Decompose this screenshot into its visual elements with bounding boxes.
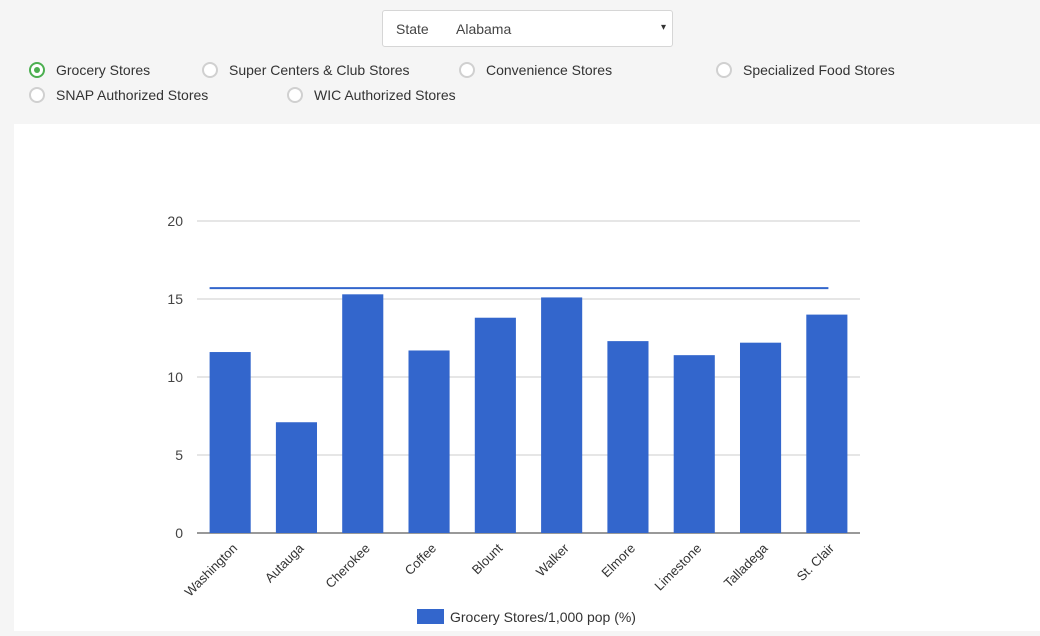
bar-chart: 0 5 10 15 20 Washington Autauga Cherokee Coffee… xyxy=(167,213,860,625)
bar[interactable] xyxy=(474,317,516,533)
x-tick-label: Washington xyxy=(181,541,240,600)
bar[interactable] xyxy=(806,314,848,533)
bar[interactable] xyxy=(739,342,782,533)
radio-label: Super Centers & Club Stores xyxy=(229,62,410,78)
radio-circle-icon xyxy=(29,62,45,78)
radio-wic-authorized-stores[interactable]: WIC Authorized Stores xyxy=(287,87,456,103)
radio-snap-authorized-stores[interactable]: SNAP Authorized Stores xyxy=(29,87,208,103)
chart-panel: 0 5 10 15 20 Washington Autauga Cherokee Coffee… xyxy=(14,124,1040,631)
radio-label: Specialized Food Stores xyxy=(743,62,895,78)
x-tick-label: St. Clair xyxy=(794,540,838,584)
radio-specialized-food-stores[interactable]: Specialized Food Stores xyxy=(716,62,895,78)
x-tick-label: Limestone xyxy=(651,541,704,594)
radio-label: Grocery Stores xyxy=(56,62,151,78)
bar[interactable] xyxy=(342,294,384,533)
y-tick-label: 0 xyxy=(175,525,183,541)
y-tick-label: 5 xyxy=(175,447,183,463)
state-select[interactable]: State Alabama ▾ xyxy=(382,10,673,47)
bar[interactable] xyxy=(607,341,649,533)
radio-label: WIC Authorized Stores xyxy=(314,87,456,103)
bar[interactable] xyxy=(209,352,251,533)
radio-circle-icon xyxy=(716,62,732,78)
y-tick-label: 20 xyxy=(167,213,183,229)
x-tick-label: Talladega xyxy=(721,540,772,591)
bar[interactable] xyxy=(275,422,318,533)
legend-swatch xyxy=(417,609,444,624)
bar[interactable] xyxy=(408,350,450,533)
radio-circle-icon xyxy=(202,62,218,78)
radio-label: Convenience Stores xyxy=(486,62,613,78)
y-tick-label: 10 xyxy=(167,369,183,385)
x-tick-label: Autauga xyxy=(262,540,307,585)
x-tick-label: Blount xyxy=(469,540,506,577)
chevron-down-icon: ▾ xyxy=(660,22,666,33)
radio-circle-icon xyxy=(287,87,303,103)
radio-circle-icon xyxy=(29,87,45,103)
state-select-value: Alabama xyxy=(456,21,512,37)
radio-circle-icon xyxy=(459,62,475,78)
bar[interactable] xyxy=(541,297,583,533)
state-select-label: State xyxy=(396,21,429,37)
radio-label: SNAP Authorized Stores xyxy=(56,87,209,103)
legend-label: Grocery Stores/1,000 pop (%) xyxy=(450,609,636,625)
radio-grocery-stores[interactable]: Grocery Stores xyxy=(29,62,150,78)
x-tick-label: Walker xyxy=(533,540,572,579)
radio-super-centers[interactable]: Super Centers & Club Stores xyxy=(202,62,410,78)
radio-convenience-stores[interactable]: Convenience Stores xyxy=(459,62,612,78)
y-tick-label: 15 xyxy=(167,291,183,307)
x-tick-label: Coffee xyxy=(402,541,440,579)
bar[interactable] xyxy=(673,355,715,533)
x-tick-label: Elmore xyxy=(598,541,638,581)
x-tick-label: Cherokee xyxy=(322,541,372,591)
